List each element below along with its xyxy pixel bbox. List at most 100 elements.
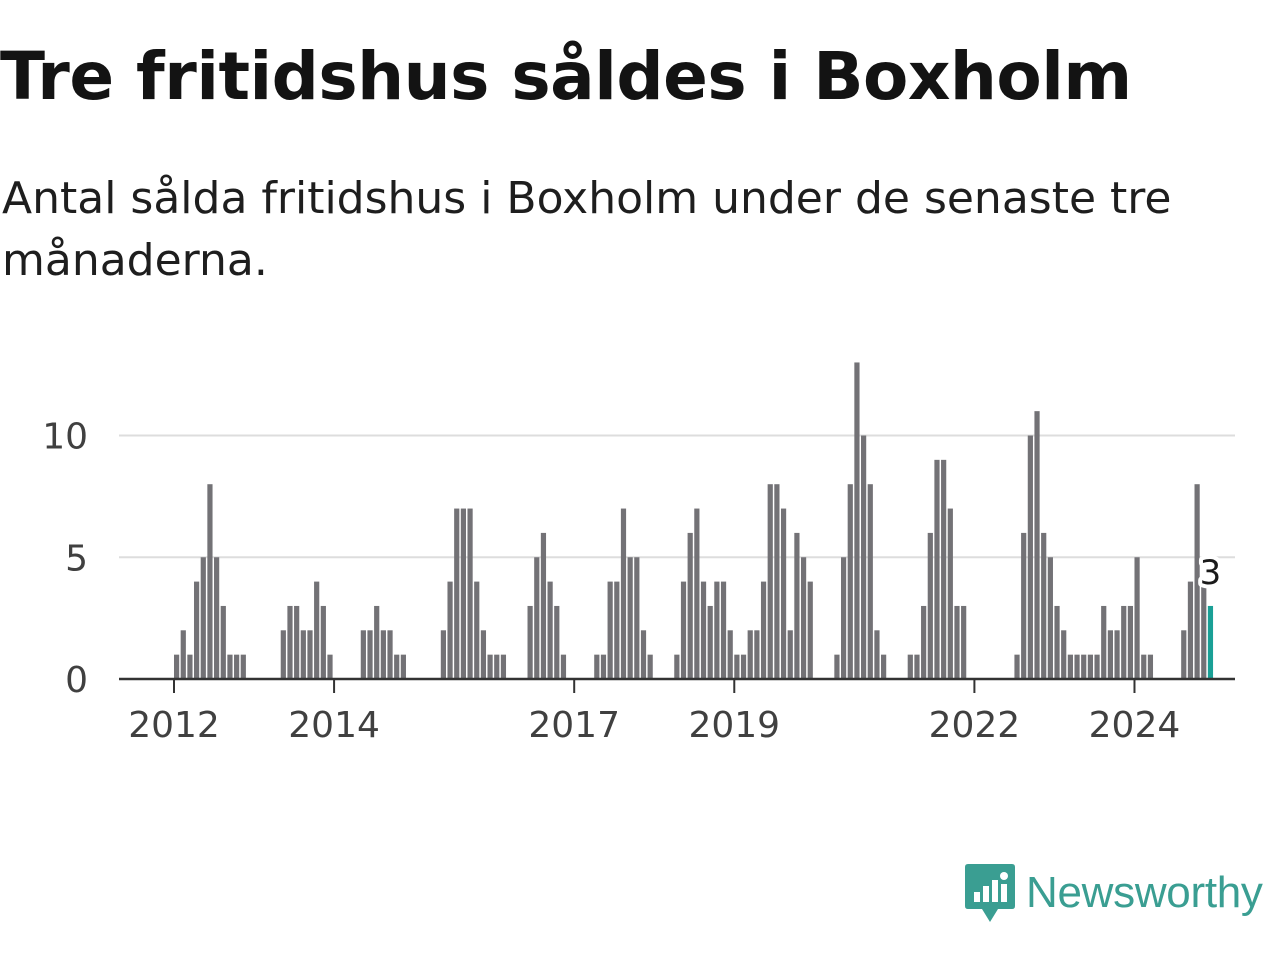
bar [734, 654, 740, 679]
y-tick-label: 0 [65, 660, 88, 701]
bar [320, 605, 326, 679]
bar [560, 654, 567, 679]
bar [707, 605, 713, 679]
bar [647, 654, 653, 679]
x-tick-label: 2014 [288, 705, 380, 746]
bar [314, 581, 320, 679]
bar [280, 630, 286, 679]
newsworthy-chart-bubble-icon [965, 864, 1015, 922]
bar [287, 605, 293, 679]
bar [847, 484, 853, 679]
brand-name: Newsworthy [1026, 868, 1263, 917]
bar [1021, 532, 1027, 679]
bar [474, 581, 480, 679]
x-tick-label: 2012 [128, 705, 220, 746]
bar [240, 654, 246, 679]
bar [1181, 630, 1187, 679]
bar [1114, 630, 1120, 679]
bar [187, 654, 193, 679]
bar [600, 654, 607, 679]
bar [214, 557, 220, 679]
bar [220, 605, 226, 679]
bar [180, 630, 186, 679]
bar [907, 654, 913, 679]
bar [1041, 532, 1047, 679]
bar [694, 508, 700, 679]
bar [1147, 654, 1154, 679]
highlight-value-label: 3 [1200, 553, 1222, 593]
bar [1121, 605, 1127, 679]
bar [1054, 605, 1060, 679]
bar [294, 605, 300, 679]
bar [680, 581, 687, 679]
bar [834, 654, 840, 679]
chart-subtitle: Antal sålda fritidshus i Boxholm under d… [2, 173, 1172, 286]
bar [767, 484, 773, 679]
bar [547, 581, 553, 679]
bar [634, 557, 640, 679]
bar [594, 654, 600, 679]
bar [367, 630, 373, 679]
bar [674, 654, 680, 679]
bar [1067, 654, 1073, 679]
bar [941, 459, 947, 679]
newsworthy-logo: Newsworthy [964, 862, 1263, 924]
x-tick-label: 2017 [528, 705, 620, 746]
bar [487, 654, 493, 679]
bar [747, 630, 753, 679]
bar [1061, 630, 1067, 679]
x-axis-ticks: 2012 2014 2017 2019 2022 2024 [128, 679, 1180, 746]
bar [447, 581, 453, 679]
bar [881, 654, 887, 679]
bar [794, 532, 800, 679]
bar [327, 654, 333, 679]
bar [947, 508, 953, 679]
bar [807, 581, 813, 679]
bar [234, 654, 240, 679]
bar [627, 557, 633, 679]
bar [867, 484, 873, 679]
bar [494, 654, 500, 679]
x-tick-label: 2024 [1089, 705, 1181, 746]
bar [714, 581, 720, 679]
bar [800, 557, 807, 679]
bar [374, 605, 380, 679]
bar [1047, 557, 1053, 679]
bar [760, 581, 767, 679]
bar [227, 654, 233, 679]
bar [1027, 435, 1033, 679]
y-tick-label: 5 [65, 538, 88, 579]
bar [460, 508, 467, 679]
bar [480, 630, 487, 679]
bars [174, 362, 1214, 679]
bar [500, 654, 507, 679]
bar [1014, 654, 1020, 679]
bar [440, 630, 446, 679]
bar [921, 605, 927, 679]
bar [1194, 484, 1200, 679]
bar [927, 532, 933, 679]
bar [687, 532, 693, 679]
bar [614, 581, 620, 679]
bar [640, 630, 647, 679]
bar [854, 362, 860, 679]
bar [534, 557, 540, 679]
bar [774, 484, 780, 679]
bar [1034, 411, 1040, 679]
bar [467, 508, 473, 679]
bar [1087, 654, 1093, 679]
bar [727, 630, 733, 679]
bar [1101, 605, 1107, 679]
bar [720, 581, 727, 679]
bar [387, 630, 393, 679]
bar [874, 630, 880, 679]
bar [1134, 557, 1140, 679]
bar [780, 508, 787, 679]
y-tick-label: 10 [42, 417, 88, 458]
bar [607, 581, 613, 679]
bar [1074, 654, 1080, 679]
bar [174, 654, 180, 679]
bar [961, 605, 967, 679]
bar [934, 459, 940, 679]
